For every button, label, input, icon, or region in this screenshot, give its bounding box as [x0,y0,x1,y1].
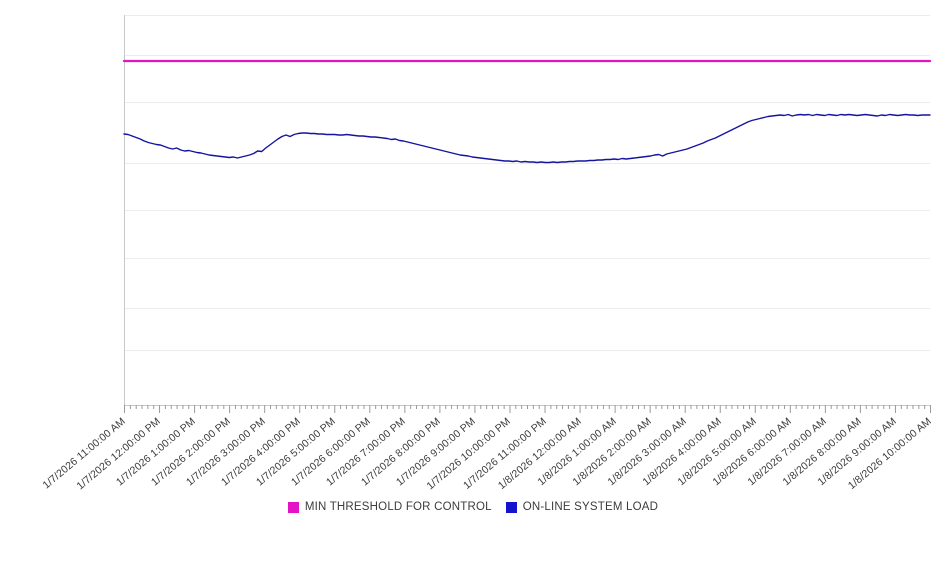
legend-item-1[interactable]: ON-LINE SYSTEM LOAD [505,501,659,513]
legend-swatch-icon-1 [505,501,517,513]
legend-label-0: MIN THRESHOLD FOR CONTROL [304,501,492,513]
tick-mark-group [124,405,931,413]
chart-container: 1/7/2026 11:00:00 AM 1/7/2026 12:00:00 PM… [0,15,946,516]
data-series-group [122,59,932,164]
series-line-online-system-load [123,113,931,164]
legend-label-1: ON-LINE SYSTEM LOAD [522,501,659,513]
chart-legend: MIN THRESHOLD FOR CONTROL ON-LINE SYSTEM … [0,498,946,516]
legend-swatch-icon-0 [287,501,299,513]
legend-item-0[interactable]: MIN THRESHOLD FOR CONTROL [287,501,492,513]
gridline-group [124,15,930,351]
chart-plot [122,15,932,413]
